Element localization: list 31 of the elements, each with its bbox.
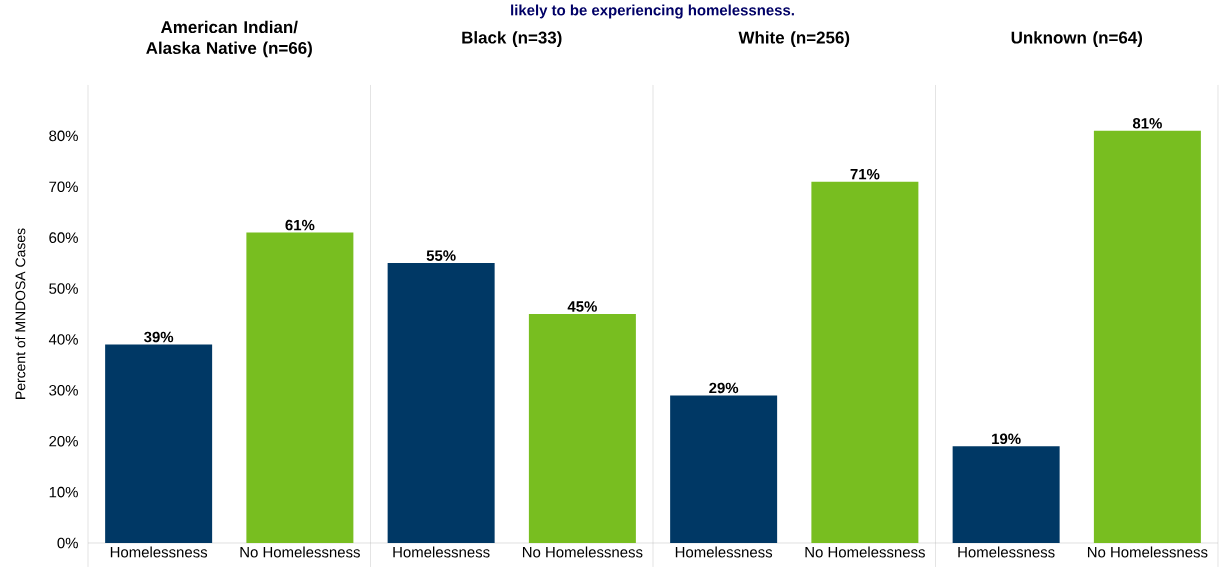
x-tick-label: Homelessness xyxy=(393,546,490,558)
x-tick-label: Homelessness xyxy=(675,546,773,558)
y-tick-label: 50% xyxy=(49,283,78,294)
y-axis-title: Percent of MNDOSA Cases xyxy=(15,228,26,399)
data-label: 45% xyxy=(567,301,597,312)
data-label: 55% xyxy=(426,250,456,261)
x-tick-label: Homelessness xyxy=(110,546,208,558)
y-tick-label: 20% xyxy=(49,435,78,447)
y-tick-label: 0% xyxy=(57,537,78,549)
y-tick-label: 10% xyxy=(49,486,78,498)
x-tick-label: No Homelessness xyxy=(1087,546,1208,558)
chart-title: White (n=256) xyxy=(738,31,850,47)
y-tick-label: 30% xyxy=(49,385,78,396)
text: likely to be experiencing homelessness. xyxy=(511,4,794,19)
data-label: 39% xyxy=(144,331,174,343)
data-label: 29% xyxy=(709,382,739,394)
chart-title: Unknown (n=64) xyxy=(1011,31,1143,47)
data-label: 19% xyxy=(992,433,1021,445)
data-label: 81% xyxy=(1132,118,1162,129)
chart-title: American Indian/ Alaska Native (n=66) xyxy=(146,20,312,58)
x-tick-label: No Homelessness xyxy=(240,546,360,558)
y-tick-label: 70% xyxy=(49,181,78,193)
y-tick-label: 40% xyxy=(48,334,78,345)
x-tick-label: No Homelessness xyxy=(805,546,925,558)
y-tick-label: 60% xyxy=(49,232,78,243)
x-tick-label: No Homelessness xyxy=(522,546,643,558)
data-label: 71% xyxy=(850,168,880,180)
data-label: 61% xyxy=(285,219,315,231)
y-tick-label: 80% xyxy=(49,130,78,142)
x-tick-label: Homelessness xyxy=(958,546,1055,558)
chart-title: Black (n=33) xyxy=(462,31,562,47)
